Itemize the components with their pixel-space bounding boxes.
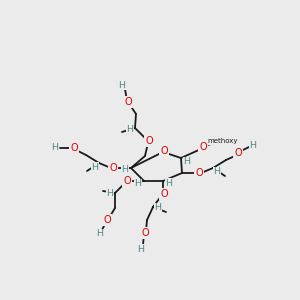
Text: O: O — [109, 163, 117, 173]
Text: methoxy: methoxy — [208, 138, 238, 144]
Text: H: H — [118, 80, 125, 89]
Text: H: H — [134, 179, 142, 188]
Text: H: H — [166, 178, 172, 188]
Text: H: H — [250, 142, 256, 151]
Text: O: O — [160, 146, 168, 156]
Text: O: O — [199, 142, 207, 152]
Text: H: H — [92, 163, 98, 172]
Text: O: O — [123, 176, 131, 186]
Text: H: H — [154, 203, 161, 212]
Text: O: O — [124, 97, 132, 107]
Text: H: H — [137, 244, 145, 253]
Text: O: O — [141, 228, 149, 238]
Text: O: O — [145, 136, 153, 146]
Text: H: H — [184, 158, 190, 166]
Text: H: H — [122, 164, 128, 173]
Text: O: O — [103, 215, 111, 225]
Text: O: O — [195, 168, 203, 178]
Text: H: H — [214, 167, 220, 176]
Text: H: H — [127, 125, 134, 134]
Text: O: O — [234, 148, 242, 158]
Text: H: H — [97, 230, 104, 238]
Text: H: H — [52, 143, 58, 152]
Text: O: O — [70, 143, 78, 153]
Text: O: O — [160, 189, 168, 199]
Text: H: H — [106, 188, 113, 197]
